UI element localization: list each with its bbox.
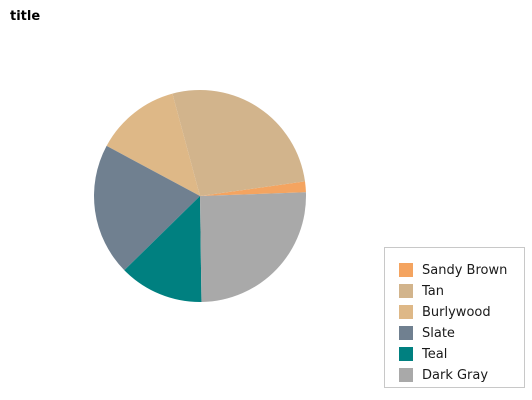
legend-swatch-slate	[399, 326, 413, 340]
legend-label-dark-gray: Dark Gray	[422, 367, 489, 383]
pie-slice-sandy-brown	[200, 181, 306, 196]
legend-item-sandy-brown: Sandy Brown	[399, 262, 507, 278]
legend-swatch-teal	[399, 347, 413, 361]
legend-label-teal: Teal	[422, 346, 448, 362]
pie-slice-tan	[172, 89, 305, 196]
legend-label-tan: Tan	[422, 283, 444, 299]
legend-item-slate: Slate	[399, 325, 455, 341]
legend-swatch-burlywood	[399, 305, 413, 319]
legend-item-tan: Tan	[399, 283, 444, 299]
legend-swatch-dark-gray	[399, 368, 413, 382]
chart-title: title	[10, 9, 41, 24]
pie-slice-slate	[94, 145, 200, 271]
legend-item-dark-gray: Dark Gray	[399, 367, 488, 383]
legend-label-sandy-brown: Sandy Brown	[422, 262, 508, 278]
pie-slice-burlywood	[106, 93, 200, 196]
legend-item-burlywood: Burlywood	[399, 304, 491, 320]
legend-item-teal: Teal	[399, 346, 447, 362]
pie-slice-teal	[124, 196, 202, 303]
legend-label-slate: Slate	[422, 325, 455, 341]
legend: Sandy Brown Tan Burlywood Slate Teal Dar…	[384, 247, 525, 388]
pie-slice-dark-gray	[200, 192, 307, 302]
legend-swatch-tan	[399, 284, 413, 298]
legend-swatch-sandy-brown	[399, 263, 413, 277]
legend-label-burlywood: Burlywood	[422, 304, 491, 320]
